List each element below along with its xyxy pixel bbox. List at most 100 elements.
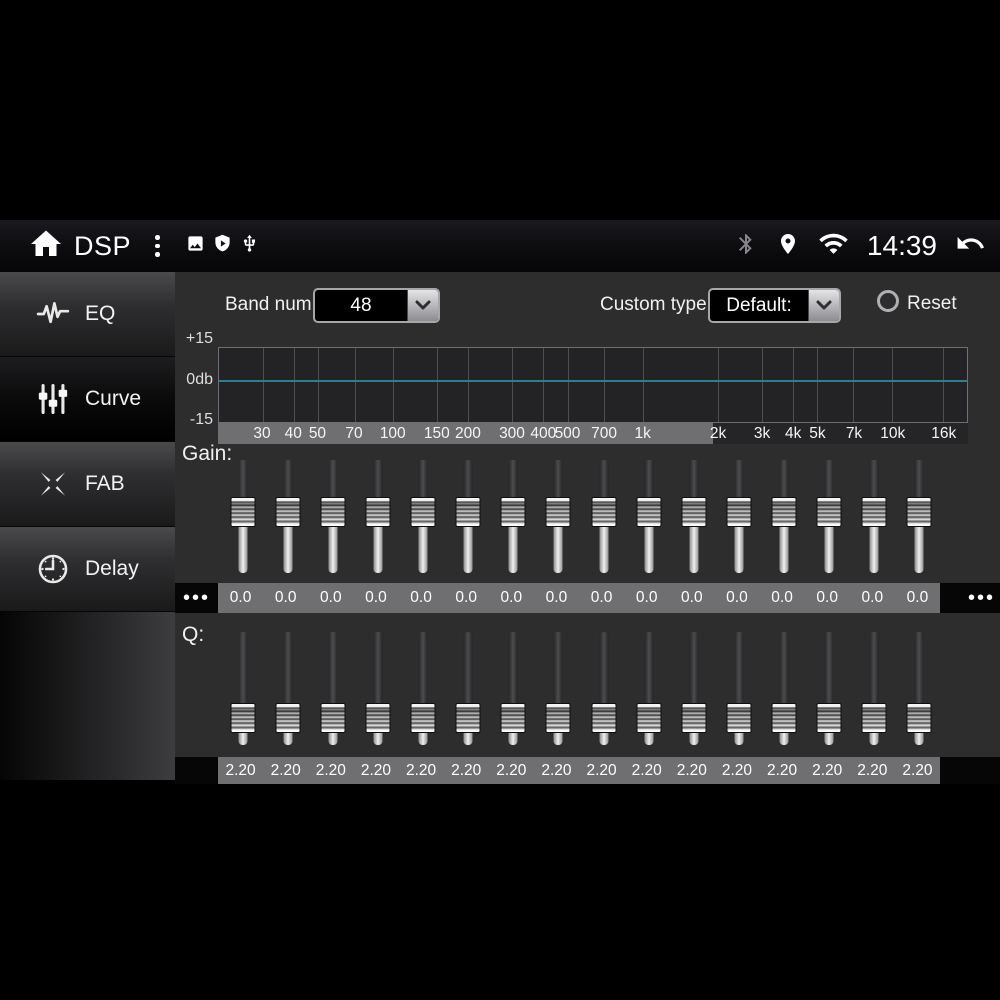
- gain-slider-9[interactable]: [581, 460, 626, 573]
- slider-knob[interactable]: [320, 703, 346, 733]
- gain-slider-12[interactable]: [716, 460, 761, 573]
- sidebar-item-eq[interactable]: EQ: [0, 272, 175, 357]
- q-slider-12[interactable]: [716, 632, 761, 745]
- gain-slider-13[interactable]: [762, 460, 807, 573]
- q-slider-4[interactable]: [355, 632, 400, 745]
- sidebar-item-fab[interactable]: FAB: [0, 442, 175, 527]
- slider-knob[interactable]: [726, 703, 752, 733]
- gain-slider-5[interactable]: [401, 460, 446, 573]
- slider-track-lower: [463, 525, 473, 573]
- q-slider-7[interactable]: [491, 632, 536, 745]
- slider-track-lower: [238, 731, 248, 745]
- slider-knob[interactable]: [816, 703, 842, 733]
- slider-knob[interactable]: [861, 703, 887, 733]
- slider-knob[interactable]: [726, 497, 752, 527]
- slider-knob[interactable]: [365, 703, 391, 733]
- gain-slider-16[interactable]: [897, 460, 942, 573]
- slider-knob[interactable]: [500, 497, 526, 527]
- sidebar-item-curve[interactable]: Curve: [0, 357, 175, 442]
- q-slider-11[interactable]: [671, 632, 716, 745]
- slider-knob[interactable]: [906, 703, 932, 733]
- slider-knob[interactable]: [591, 703, 617, 733]
- slider-knob[interactable]: [455, 497, 481, 527]
- more-bands-right-button[interactable]: •••: [940, 583, 1000, 613]
- slider-track-upper: [373, 632, 383, 709]
- slider-track-lower: [373, 731, 383, 745]
- sidebar: EQ Curve FAB Delay: [0, 272, 175, 784]
- q-slider-10[interactable]: [626, 632, 671, 745]
- gain-slider-6[interactable]: [446, 460, 491, 573]
- q-slider-1[interactable]: [220, 632, 265, 745]
- gain-slider-15[interactable]: [852, 460, 897, 573]
- slider-knob[interactable]: [455, 703, 481, 733]
- gain-slider-3[interactable]: [310, 460, 355, 573]
- sidebar-filler: [0, 612, 175, 780]
- gain-slider-8[interactable]: [536, 460, 581, 573]
- gain-slider-2[interactable]: [265, 460, 310, 573]
- slider-knob[interactable]: [230, 497, 256, 527]
- band-num-select[interactable]: 48: [313, 288, 440, 323]
- slider-knob[interactable]: [275, 497, 301, 527]
- q-slider-2[interactable]: [265, 632, 310, 745]
- band-num-value: 48: [350, 294, 372, 316]
- fader-arrows-icon: [36, 467, 70, 501]
- slider-knob[interactable]: [320, 497, 346, 527]
- sidebar-item-delay[interactable]: Delay: [0, 527, 175, 612]
- q-slider-6[interactable]: [446, 632, 491, 745]
- slider-knob[interactable]: [771, 703, 797, 733]
- q-slider-13[interactable]: [762, 632, 807, 745]
- q-slider-16[interactable]: [897, 632, 942, 745]
- slider-track-lower: [238, 525, 248, 573]
- q-slider-15[interactable]: [852, 632, 897, 745]
- slider-knob[interactable]: [500, 703, 526, 733]
- custom-type-dropdown-button[interactable]: [808, 290, 839, 321]
- gain-slider-10[interactable]: [626, 460, 671, 573]
- more-bands-left-button[interactable]: •••: [175, 583, 218, 613]
- gain-slider-4[interactable]: [355, 460, 400, 573]
- gain-slider-14[interactable]: [807, 460, 852, 573]
- q-slider-3[interactable]: [310, 632, 355, 745]
- q-slider-9[interactable]: [581, 632, 626, 745]
- freq-tick-300: 300: [499, 425, 525, 442]
- more-left-dots: •••: [182, 587, 210, 609]
- q-slider-14[interactable]: [807, 632, 852, 745]
- slider-knob[interactable]: [591, 497, 617, 527]
- slider-knob[interactable]: [771, 497, 797, 527]
- reset-radio-button[interactable]: [877, 290, 899, 312]
- slider-knob[interactable]: [636, 703, 662, 733]
- gain-slider-7[interactable]: [491, 460, 536, 573]
- slider-track-upper: [689, 460, 699, 503]
- y-axis-label: -15: [189, 411, 213, 428]
- slider-track-upper: [238, 632, 248, 709]
- slider-knob[interactable]: [275, 703, 301, 733]
- slider-knob[interactable]: [365, 497, 391, 527]
- slider-knob[interactable]: [636, 497, 662, 527]
- gridline: [761, 348, 763, 422]
- slider-knob[interactable]: [816, 497, 842, 527]
- custom-type-select[interactable]: Default:: [708, 288, 841, 323]
- slider-knob[interactable]: [906, 497, 932, 527]
- slider-knob[interactable]: [410, 497, 436, 527]
- overflow-menu-button[interactable]: [151, 231, 164, 261]
- slider-knob[interactable]: [861, 497, 887, 527]
- band-num-dropdown-button[interactable]: [407, 290, 438, 321]
- slider-knob[interactable]: [545, 497, 571, 527]
- gain-slider-1[interactable]: [220, 460, 265, 573]
- clock-time: 14:39: [866, 230, 937, 261]
- slider-track-lower: [644, 525, 654, 573]
- back-button[interactable]: [955, 228, 986, 264]
- chevron-down-icon: [816, 297, 832, 315]
- slider-knob[interactable]: [681, 497, 707, 527]
- slider-track-upper: [328, 632, 338, 709]
- slider-track-upper: [463, 632, 473, 709]
- home-button[interactable]: [28, 226, 64, 267]
- slider-knob[interactable]: [410, 703, 436, 733]
- slider-knob[interactable]: [230, 703, 256, 733]
- q-slider-5[interactable]: [401, 632, 446, 745]
- gain-value-5: 0.0: [410, 589, 432, 606]
- slider-knob[interactable]: [545, 703, 571, 733]
- q-slider-8[interactable]: [536, 632, 581, 745]
- slider-knob[interactable]: [681, 703, 707, 733]
- gain-slider-11[interactable]: [671, 460, 716, 573]
- slider-track-upper: [418, 632, 428, 709]
